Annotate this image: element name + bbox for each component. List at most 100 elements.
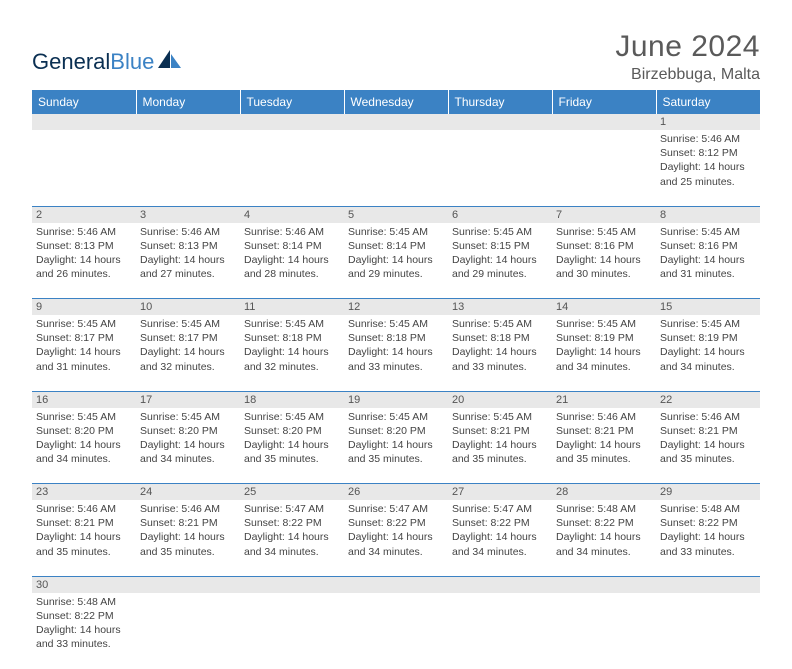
- sunset-line: Sunset: 8:20 PM: [348, 424, 444, 438]
- day-cell: [448, 130, 552, 206]
- sunset-line: Sunset: 8:22 PM: [244, 516, 340, 530]
- sunset-line: Sunset: 8:13 PM: [36, 239, 132, 253]
- day-cell: [344, 593, 448, 669]
- day-content: Sunrise: 5:46 AMSunset: 8:21 PMDaylight:…: [552, 408, 656, 471]
- col-sunday: Sunday: [32, 90, 136, 114]
- day-content: Sunrise: 5:45 AMSunset: 8:20 PMDaylight:…: [32, 408, 136, 471]
- sunrise-line: Sunrise: 5:45 AM: [348, 410, 444, 424]
- day-content: Sunrise: 5:47 AMSunset: 8:22 PMDaylight:…: [448, 500, 552, 563]
- day-cell: Sunrise: 5:45 AMSunset: 8:20 PMDaylight:…: [240, 408, 344, 484]
- sunset-line: Sunset: 8:14 PM: [348, 239, 444, 253]
- day-cell: Sunrise: 5:45 AMSunset: 8:18 PMDaylight:…: [448, 315, 552, 391]
- sunset-line: Sunset: 8:16 PM: [660, 239, 756, 253]
- day-number-cell: [240, 576, 344, 593]
- day-number-cell: [32, 114, 136, 130]
- day-cell: Sunrise: 5:48 AMSunset: 8:22 PMDaylight:…: [552, 500, 656, 576]
- sunrise-line: Sunrise: 5:46 AM: [36, 502, 132, 516]
- daylight-line: Daylight: 14 hours and 34 minutes.: [452, 530, 548, 558]
- sunset-line: Sunset: 8:21 PM: [140, 516, 236, 530]
- sunset-line: Sunset: 8:12 PM: [660, 146, 756, 160]
- day-number-cell: 27: [448, 484, 552, 501]
- day-cell: Sunrise: 5:47 AMSunset: 8:22 PMDaylight:…: [448, 500, 552, 576]
- sunrise-line: Sunrise: 5:45 AM: [556, 317, 652, 331]
- sunset-line: Sunset: 8:22 PM: [556, 516, 652, 530]
- col-tuesday: Tuesday: [240, 90, 344, 114]
- sunset-line: Sunset: 8:18 PM: [348, 331, 444, 345]
- day-cell: [344, 130, 448, 206]
- day-number-cell: 8: [656, 206, 760, 223]
- day-cell: Sunrise: 5:45 AMSunset: 8:20 PMDaylight:…: [344, 408, 448, 484]
- day-number-cell: 7: [552, 206, 656, 223]
- calendar-body: 1Sunrise: 5:46 AMSunset: 8:12 PMDaylight…: [32, 114, 760, 669]
- week-row: Sunrise: 5:46 AMSunset: 8:12 PMDaylight:…: [32, 130, 760, 206]
- sunset-line: Sunset: 8:17 PM: [36, 331, 132, 345]
- daylight-line: Daylight: 14 hours and 35 minutes.: [556, 438, 652, 466]
- daylight-line: Daylight: 14 hours and 27 minutes.: [140, 253, 236, 281]
- daylight-line: Daylight: 14 hours and 30 minutes.: [556, 253, 652, 281]
- daylight-line: Daylight: 14 hours and 35 minutes.: [244, 438, 340, 466]
- day-number-cell: 1: [656, 114, 760, 130]
- day-number-row: 16171819202122: [32, 391, 760, 408]
- week-row: Sunrise: 5:46 AMSunset: 8:13 PMDaylight:…: [32, 223, 760, 299]
- sunset-line: Sunset: 8:13 PM: [140, 239, 236, 253]
- week-row: Sunrise: 5:45 AMSunset: 8:20 PM Daylight:…: [32, 408, 760, 484]
- week-row: Sunrise: 5:46 AMSunset: 8:21 PMDaylight:…: [32, 500, 760, 576]
- day-number-cell: 21: [552, 391, 656, 408]
- daylight-line: Daylight: 14 hours and 34 minutes.: [244, 530, 340, 558]
- brand-logo: GeneralBlue: [32, 48, 182, 76]
- sunset-line: Sunset: 8:22 PM: [660, 516, 756, 530]
- sunrise-line: Sunrise: 5:48 AM: [36, 595, 132, 609]
- col-saturday: Saturday: [656, 90, 760, 114]
- week-row: Sunrise: 5:45 AMSunset: 8:17 PMDaylight:…: [32, 315, 760, 391]
- day-number-row: 30: [32, 576, 760, 593]
- day-number-cell: 19: [344, 391, 448, 408]
- sunrise-line: Sunrise: 5:47 AM: [452, 502, 548, 516]
- sunrise-line: Sunrise: 5:45 AM: [348, 317, 444, 331]
- daylight-line: Daylight: 14 hours and 26 minutes.: [36, 253, 132, 281]
- sunrise-line: Sunrise: 5:46 AM: [660, 132, 756, 146]
- day-cell: Sunrise: 5:47 AMSunset: 8:22 PMDaylight:…: [344, 500, 448, 576]
- day-number-cell: 25: [240, 484, 344, 501]
- day-cell: Sunrise: 5:46 AMSunset: 8:13 PMDaylight:…: [136, 223, 240, 299]
- day-number-row: 23242526272829: [32, 484, 760, 501]
- day-number-cell: 10: [136, 299, 240, 316]
- sunset-line: Sunset: 8:22 PM: [452, 516, 548, 530]
- day-content: Sunrise: 5:48 AMSunset: 8:22 PMDaylight:…: [552, 500, 656, 563]
- sunrise-line: Sunrise: 5:47 AM: [244, 502, 340, 516]
- day-content: Sunrise: 5:45 AMSunset: 8:16 PMDaylight:…: [656, 223, 760, 286]
- daylight-line: Daylight: 14 hours and 31 minutes.: [36, 345, 132, 373]
- daylight-line: Daylight: 14 hours and 31 minutes.: [660, 253, 756, 281]
- daylight-line: Daylight: 14 hours and 35 minutes.: [140, 530, 236, 558]
- sunrise-line: Sunrise: 5:46 AM: [660, 410, 756, 424]
- day-number-cell: 22: [656, 391, 760, 408]
- day-content: Sunrise: 5:46 AMSunset: 8:21 PMDaylight:…: [656, 408, 760, 471]
- brand-part2: Blue: [110, 49, 154, 75]
- daylight-line: Daylight: 14 hours and 33 minutes.: [348, 345, 444, 373]
- day-content: Sunrise: 5:46 AMSunset: 8:13 PMDaylight:…: [136, 223, 240, 286]
- sunrise-line: Sunrise: 5:46 AM: [140, 502, 236, 516]
- daylight-line: Daylight: 14 hours and 29 minutes.: [452, 253, 548, 281]
- day-cell: [240, 593, 344, 669]
- day-number-cell: 14: [552, 299, 656, 316]
- day-number-cell: 12: [344, 299, 448, 316]
- day-number-cell: 17: [136, 391, 240, 408]
- day-cell: Sunrise: 5:46 AMSunset: 8:13 PMDaylight:…: [32, 223, 136, 299]
- sunrise-line: Sunrise: 5:45 AM: [452, 225, 548, 239]
- day-number-cell: 20: [448, 391, 552, 408]
- day-content: Sunrise: 5:46 AMSunset: 8:14 PMDaylight:…: [240, 223, 344, 286]
- day-cell: Sunrise: 5:46 AMSunset: 8:21 PMDaylight:…: [656, 408, 760, 484]
- sunrise-line: Sunrise: 5:45 AM: [452, 317, 548, 331]
- day-content: Sunrise: 5:45 AMSunset: 8:19 PMDaylight:…: [552, 315, 656, 378]
- day-cell: [656, 593, 760, 669]
- month-title: June 2024: [615, 30, 760, 64]
- day-content: Sunrise: 5:47 AMSunset: 8:22 PMDaylight:…: [240, 500, 344, 563]
- day-number-cell: 9: [32, 299, 136, 316]
- day-content: Sunrise: 5:46 AMSunset: 8:21 PMDaylight:…: [32, 500, 136, 563]
- day-number-cell: [240, 114, 344, 130]
- sunrise-line: Sunrise: 5:45 AM: [556, 225, 652, 239]
- sunrise-line: Sunrise: 5:45 AM: [348, 225, 444, 239]
- daylight-line: Daylight: 14 hours and 34 minutes.: [556, 530, 652, 558]
- day-cell: Sunrise: 5:47 AMSunset: 8:22 PMDaylight:…: [240, 500, 344, 576]
- day-number-cell: [552, 576, 656, 593]
- day-number-cell: [136, 114, 240, 130]
